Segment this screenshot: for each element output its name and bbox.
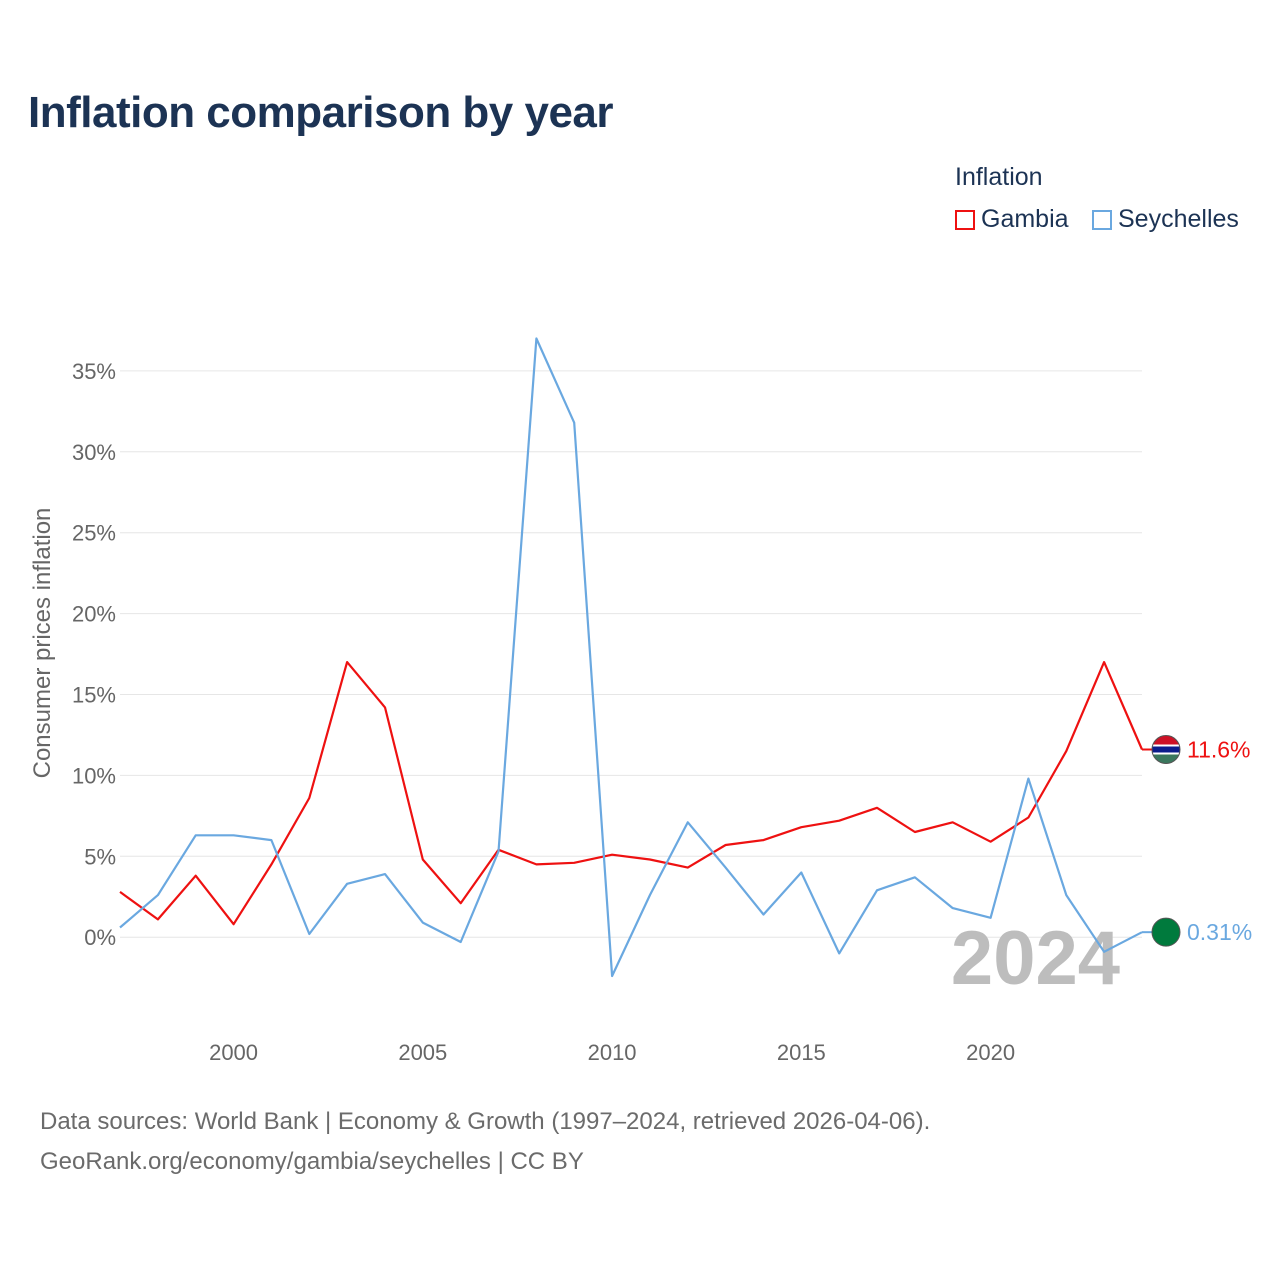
y-tick-label: 30% [72, 440, 116, 465]
y-axis-label: Consumer prices inflation [29, 508, 56, 779]
legend-swatch-gambia [955, 209, 975, 230]
x-tick-label: 2020 [966, 1040, 1015, 1065]
legend-swatch-seychelles [1092, 209, 1112, 230]
x-tick-label: 2015 [777, 1040, 826, 1065]
end-label-gambia: 11.6% [1187, 737, 1251, 763]
y-tick-label: 15% [72, 682, 116, 707]
line-chart: 0% 5% 10% 15% 20% 25% 30% 35% 2000 2005 2010 2015 20… [29, 337, 1252, 1065]
y-tick-label: 10% [72, 763, 116, 788]
x-tick-label: 2010 [588, 1040, 637, 1065]
x-tick-label: 2005 [398, 1040, 447, 1065]
y-tick-label: 20% [72, 602, 116, 627]
y-tick-label: 0% [84, 925, 116, 950]
legend-item-seychelles[interactable]: Seychelles [1092, 205, 1239, 234]
series-line-seychelles [119, 337, 1143, 978]
source-line-2[interactable]: GeoRank.org/economy/gambia/seychelles | … [40, 1148, 584, 1175]
series-line-gambia [119, 660, 1144, 926]
flag-icon-seychelles [1151, 917, 1181, 947]
y-tick-label: 5% [84, 844, 116, 869]
flag-icon-gambia [1151, 735, 1181, 765]
legend-title: Inflation [955, 163, 1043, 191]
y-tick-label: 35% [72, 359, 116, 384]
legend-label-gambia: Gambia [981, 205, 1069, 233]
end-label-seychelles: 0.31% [1187, 919, 1252, 945]
x-tick-label: 2000 [209, 1040, 258, 1065]
legend-item-gambia[interactable]: Gambia [955, 205, 1069, 234]
source-line-1: Data sources: World Bank | Economy & Gro… [40, 1108, 931, 1135]
y-tick-label: 25% [72, 521, 116, 546]
year-watermark: 2024 [951, 916, 1120, 1001]
legend-label-seychelles: Seychelles [1118, 205, 1239, 233]
chart-title: Inflation comparison by year [28, 88, 614, 137]
